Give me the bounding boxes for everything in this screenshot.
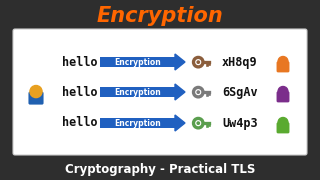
Text: Encryption: Encryption bbox=[114, 57, 161, 66]
Circle shape bbox=[196, 90, 200, 94]
Circle shape bbox=[30, 86, 42, 98]
Text: 6SgAv: 6SgAv bbox=[222, 86, 258, 98]
Text: Encryption: Encryption bbox=[97, 6, 223, 26]
Text: hello: hello bbox=[62, 86, 98, 98]
Text: Uw4p3: Uw4p3 bbox=[222, 116, 258, 129]
Text: Encryption: Encryption bbox=[114, 87, 161, 96]
FancyBboxPatch shape bbox=[100, 118, 175, 128]
Text: hello: hello bbox=[62, 55, 98, 69]
Polygon shape bbox=[175, 54, 185, 70]
FancyBboxPatch shape bbox=[28, 92, 44, 105]
Circle shape bbox=[278, 118, 288, 127]
Circle shape bbox=[196, 121, 200, 125]
FancyBboxPatch shape bbox=[276, 61, 290, 72]
Circle shape bbox=[278, 57, 288, 66]
Polygon shape bbox=[175, 115, 185, 131]
Circle shape bbox=[196, 60, 200, 64]
FancyBboxPatch shape bbox=[276, 122, 290, 133]
Text: Cryptography - Practical TLS: Cryptography - Practical TLS bbox=[65, 163, 255, 177]
FancyBboxPatch shape bbox=[100, 87, 175, 97]
Text: Encryption: Encryption bbox=[114, 118, 161, 127]
Circle shape bbox=[278, 87, 288, 96]
Text: hello: hello bbox=[62, 116, 98, 129]
FancyBboxPatch shape bbox=[13, 29, 307, 155]
Text: xH8q9: xH8q9 bbox=[222, 55, 258, 69]
FancyBboxPatch shape bbox=[100, 57, 175, 67]
FancyBboxPatch shape bbox=[276, 91, 290, 102]
Polygon shape bbox=[175, 84, 185, 100]
